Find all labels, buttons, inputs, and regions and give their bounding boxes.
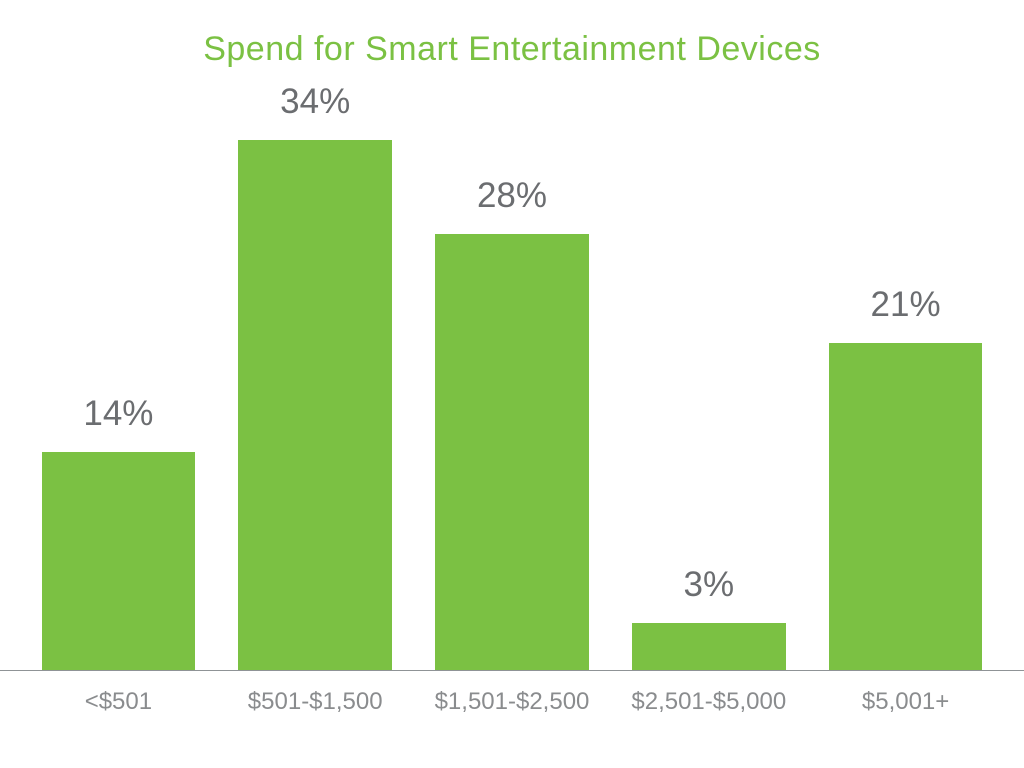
bar-column: 34%: [217, 82, 414, 670]
bar: [632, 623, 786, 670]
category-label: $1,501-$2,500: [414, 688, 611, 716]
bar-column: 28%: [414, 176, 611, 670]
bar-value-label: 34%: [280, 82, 350, 122]
bar-value-label: 21%: [871, 285, 941, 325]
x-axis-line: [0, 670, 1024, 671]
category-label: <$501: [20, 688, 217, 716]
bar: [829, 343, 983, 670]
bar-column: 14%: [20, 394, 217, 670]
bar: [435, 234, 589, 670]
bar-value-label: 28%: [477, 176, 547, 216]
plot-area: 14%34%28%3%21%: [0, 140, 1024, 670]
bar-column: 3%: [610, 565, 807, 670]
bar-column: 21%: [807, 285, 1004, 670]
bar: [42, 452, 196, 670]
category-label: $2,501-$5,000: [610, 688, 807, 716]
chart-title: Spend for Smart Entertainment Devices: [0, 30, 1024, 69]
bar-chart: Spend for Smart Entertainment Devices 14…: [0, 0, 1024, 768]
bar-value-label: 14%: [83, 394, 153, 434]
bar: [238, 140, 392, 670]
category-label: $5,001+: [807, 688, 1004, 716]
category-axis: <$501$501-$1,500$1,501-$2,500$2,501-$5,0…: [0, 688, 1024, 716]
bar-value-label: 3%: [683, 565, 734, 605]
category-label: $501-$1,500: [217, 688, 414, 716]
